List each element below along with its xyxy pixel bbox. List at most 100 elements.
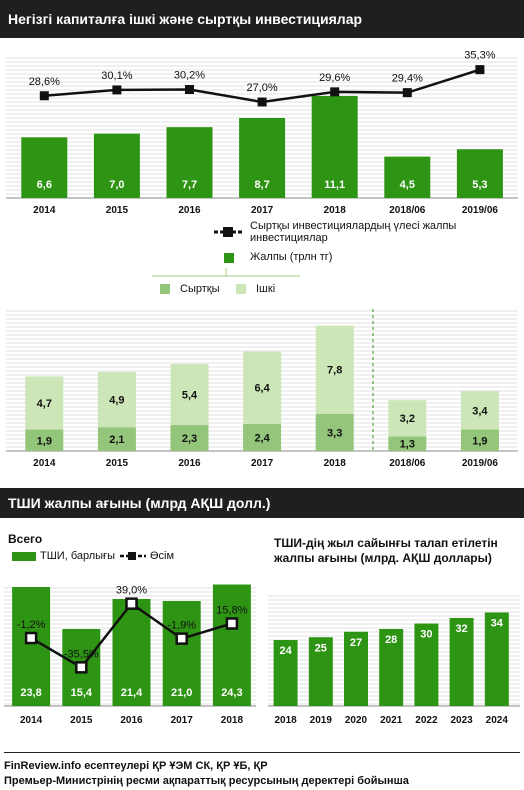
footer-line2: Премьер-Министрінің ресми ақпараттық рес… (4, 775, 409, 787)
bar-value-label: 25 (315, 642, 327, 654)
bar-value-label: 32 (455, 623, 467, 635)
internal-value-label: 5,4 (182, 390, 198, 402)
bar-external (25, 429, 64, 451)
x-tick-label: 2020 (345, 715, 368, 726)
share-point (402, 88, 412, 98)
bar-value-label: 11,1 (324, 179, 345, 191)
share-value-label: 29,4% (392, 73, 423, 85)
share-point (39, 91, 49, 101)
internal-value-label: 7,8 (327, 365, 342, 377)
x-tick-label: 2019 (310, 715, 333, 726)
x-tick-label: 2017 (251, 205, 274, 216)
growth-point (75, 661, 88, 674)
bar-internal (170, 363, 209, 426)
bar (484, 612, 509, 706)
growth-value-label: 15,8% (216, 604, 247, 616)
bar (212, 584, 251, 706)
bar-external (170, 425, 209, 451)
bar (273, 640, 298, 706)
bar (379, 629, 404, 706)
x-tick-label: 2023 (450, 715, 473, 726)
share-point (112, 85, 122, 95)
growth-point (225, 617, 239, 630)
x-tick-label: 2018/06 (389, 205, 426, 216)
share-value-label: 28,6% (29, 76, 60, 88)
legend-fdi-growth-label: Өсім (150, 550, 175, 562)
bar-value-label: 21,0 (171, 687, 192, 699)
growth-value-label: -35,5% (64, 648, 99, 660)
external-value-label: 1,9 (472, 435, 487, 447)
bar-value-label: 21,4 (121, 687, 143, 699)
share-value-label: 30,1% (101, 70, 132, 82)
growth-value-label: -1,9% (167, 620, 196, 632)
x-tick-label: 2018 (324, 205, 347, 216)
bar-external (315, 413, 354, 451)
share-value-label: 29,6% (319, 72, 350, 84)
bar (308, 637, 333, 706)
bar (93, 133, 140, 198)
bar-internal (243, 351, 282, 424)
bar (456, 149, 503, 198)
share-point (330, 87, 340, 97)
bar-external (460, 429, 499, 451)
growth-value-label: -1,2% (17, 619, 46, 631)
growth-value-label: 39,0% (116, 585, 147, 597)
bar-external (388, 436, 427, 451)
bar-internal (388, 400, 427, 437)
legend-fdi-icons (12, 552, 146, 561)
share-point (185, 85, 194, 95)
bar-internal (460, 391, 499, 430)
bar-value-label: 7,7 (182, 179, 197, 191)
bar (112, 599, 151, 706)
external-value-label: 2,3 (182, 433, 197, 445)
legend-total-label: Жалпы (трлн тг) (250, 251, 333, 263)
legend-external-label: Сыртқы (180, 283, 220, 295)
x-tick-label: 2019/06 (462, 458, 499, 469)
internal-value-label: 3,4 (472, 405, 488, 417)
bar (414, 623, 439, 706)
internal-value-label: 6,4 (254, 383, 270, 395)
bar (344, 631, 368, 706)
bar-value-label: 7,0 (109, 179, 124, 191)
bar-value-label: 15,4 (71, 687, 93, 699)
x-tick-label: 2017 (251, 458, 274, 469)
internal-value-label: 3,2 (400, 413, 415, 425)
x-tick-label: 2016 (178, 205, 201, 216)
x-tick-label: 2016 (178, 458, 201, 469)
x-tick-label: 2018 (274, 715, 297, 726)
bar (162, 601, 201, 706)
x-tick-label: 2016 (120, 715, 143, 726)
x-tick-label: 2018 (221, 715, 244, 726)
growth-point (175, 632, 188, 645)
header-fdi: ТШИ жалпы ағыны (млрд АҚШ долл.) (0, 488, 524, 518)
bar-value-label: 8,7 (254, 179, 269, 191)
footer-line1: FinReview.info есептеулері ҚР ҰЭМ СК, ҚР… (4, 760, 268, 772)
internal-value-label: 4,7 (37, 398, 52, 410)
chart-fdi-required: 24 2018 25 2019 27 2020 28 2021 30 2022 32 2023 34 20… (268, 595, 520, 726)
share-point (257, 97, 267, 107)
growth-point (24, 631, 38, 645)
chart-fdi-total: 23,8 2014 15,4 2015 21,4 2016 21,0 2017 24,3 2018… (4, 584, 256, 726)
x-tick-label: 2021 (380, 715, 403, 726)
bar-value-label: 24 (279, 645, 292, 657)
bar-internal (25, 376, 64, 430)
external-value-label: 2,4 (254, 432, 270, 444)
legend-share-icon (152, 227, 300, 294)
x-tick-label: 2018 (324, 458, 347, 469)
bar-value-label: 34 (491, 618, 504, 630)
bar-internal (315, 325, 354, 414)
x-tick-label: 2014 (33, 205, 56, 216)
legend-share-label: Сыртқы инвестициялардың үлесі жалпы инве… (250, 220, 457, 244)
share-point (475, 65, 485, 75)
share-value-label: 27,0% (246, 82, 277, 94)
x-tick-label: 2015 (106, 458, 129, 469)
x-tick-label: 2018/06 (389, 458, 426, 469)
bar-value-label: 6,6 (37, 179, 52, 191)
bar-value-label: 4,5 (400, 179, 415, 191)
growth-point (125, 597, 138, 610)
internal-value-label: 4,9 (109, 395, 124, 407)
bar (239, 117, 286, 198)
external-value-label: 3,3 (327, 427, 342, 439)
x-tick-label: 2015 (106, 205, 129, 216)
x-tick-label: 2014 (20, 715, 43, 726)
